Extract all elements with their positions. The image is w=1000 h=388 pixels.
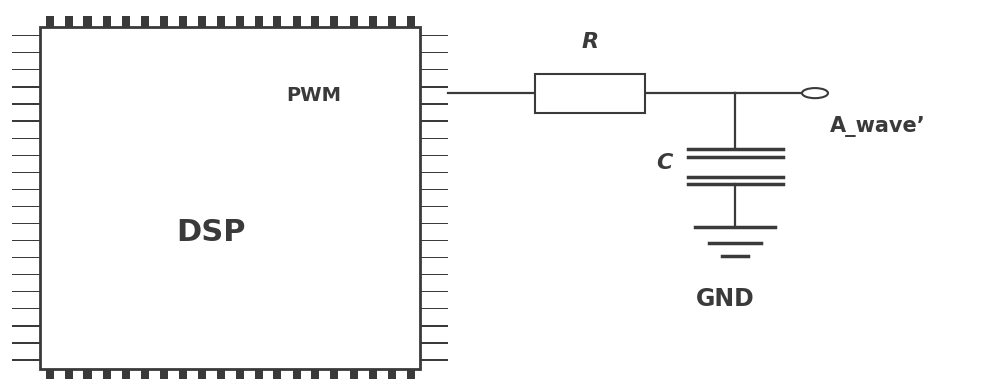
Text: PWM: PWM [286,86,341,105]
Bar [273,16,282,27]
Bar [420,206,448,207]
Bar [12,274,40,275]
Bar [420,103,448,105]
Bar [420,52,448,54]
Bar [46,16,54,27]
Bar [140,369,148,379]
Bar [368,16,376,27]
Bar [388,16,396,27]
Bar [103,16,111,27]
Bar [12,171,40,173]
Bar [420,171,448,173]
Bar [420,240,448,241]
Bar [198,16,206,27]
Bar [420,274,448,275]
Bar [179,369,187,379]
Bar [12,308,40,310]
Bar [236,369,244,379]
Bar [216,369,224,379]
Bar [273,369,282,379]
Bar [420,325,448,327]
Bar [12,120,40,122]
Bar [420,154,448,156]
Bar [12,137,40,139]
Bar [12,223,40,224]
Bar [12,325,40,327]
Bar [12,342,40,344]
Bar [420,35,448,36]
Bar [350,369,358,379]
Bar [420,308,448,310]
Text: C: C [656,153,672,173]
Bar [292,16,300,27]
Bar [12,103,40,105]
Bar [12,52,40,54]
Bar [12,35,40,36]
Bar [420,223,448,224]
Bar [420,69,448,71]
Bar [350,16,358,27]
Bar [311,369,319,379]
Bar [254,369,262,379]
Bar [179,16,187,27]
Bar [406,369,415,379]
Bar [12,240,40,241]
Bar [160,369,168,379]
Bar [12,86,40,88]
Bar [46,369,54,379]
Bar [368,369,376,379]
Text: A_wave’: A_wave’ [830,116,926,137]
Circle shape [802,88,828,98]
Bar [292,369,300,379]
Bar [216,16,224,27]
Bar [64,369,72,379]
Bar [122,16,130,27]
Text: R: R [581,32,599,52]
Bar [122,369,130,379]
Bar [388,369,396,379]
Bar [420,189,448,190]
Bar [420,120,448,122]
Bar [83,16,92,27]
Bar [160,16,168,27]
Bar [12,257,40,258]
Bar [311,16,319,27]
Bar [420,137,448,139]
Bar [420,342,448,344]
Bar [40,27,420,369]
Bar [12,291,40,293]
Text: DSP: DSP [176,218,246,246]
Bar [140,16,148,27]
Bar [420,291,448,293]
Bar [12,154,40,156]
Bar [12,359,40,361]
Bar [330,16,338,27]
Bar [406,16,415,27]
Bar [12,206,40,207]
Bar [420,86,448,88]
Bar [330,369,338,379]
Bar [12,189,40,190]
Bar [198,369,206,379]
Bar [83,369,92,379]
Bar [420,359,448,361]
Bar [12,69,40,71]
Bar [236,16,244,27]
Text: GND: GND [696,287,754,311]
Bar [64,16,72,27]
Bar [420,257,448,258]
Bar [254,16,262,27]
Bar [103,369,111,379]
Bar [535,74,645,113]
